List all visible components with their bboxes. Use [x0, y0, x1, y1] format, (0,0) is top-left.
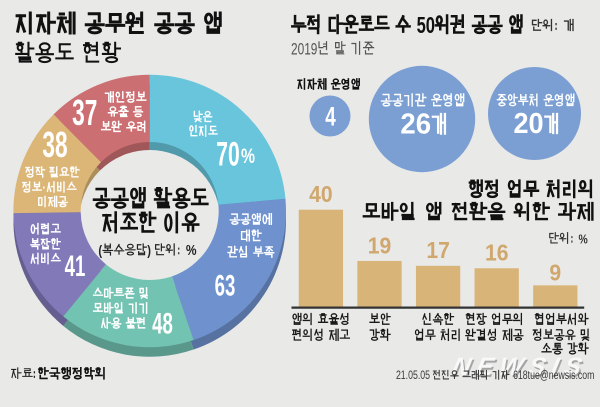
svg-text:48: 48 — [152, 307, 173, 341]
svg-text:70: 70 — [216, 134, 239, 172]
svg-text:26: 26 — [400, 107, 431, 140]
svg-text:16: 16 — [485, 240, 509, 266]
svg-text:9: 9 — [549, 260, 561, 286]
svg-text:20: 20 — [513, 107, 543, 139]
svg-text:63: 63 — [215, 269, 236, 303]
svg-text:41: 41 — [65, 250, 86, 284]
svg-text:40: 40 — [309, 181, 333, 207]
svg-text:2019: 2019 — [291, 40, 317, 58]
svg-text:4: 4 — [325, 101, 336, 131]
svg-text:%: % — [241, 144, 255, 168]
svg-text:19: 19 — [368, 232, 392, 258]
svg-text:): ) — [147, 243, 151, 258]
svg-text:%: % — [186, 242, 197, 259]
svg-text:37: 37 — [72, 94, 97, 133]
svg-text:NEWSIS: NEWSIS — [450, 353, 590, 381]
svg-text:(: ( — [98, 243, 102, 258]
svg-text:38: 38 — [42, 126, 67, 165]
svg-text:17: 17 — [426, 237, 450, 263]
svg-text:50: 50 — [417, 14, 435, 39]
svg-text:618tue@newsis.com: 618tue@newsis.com — [513, 369, 595, 383]
svg-text:21.05.05: 21.05.05 — [396, 369, 430, 383]
svg-text:%: % — [578, 232, 588, 246]
